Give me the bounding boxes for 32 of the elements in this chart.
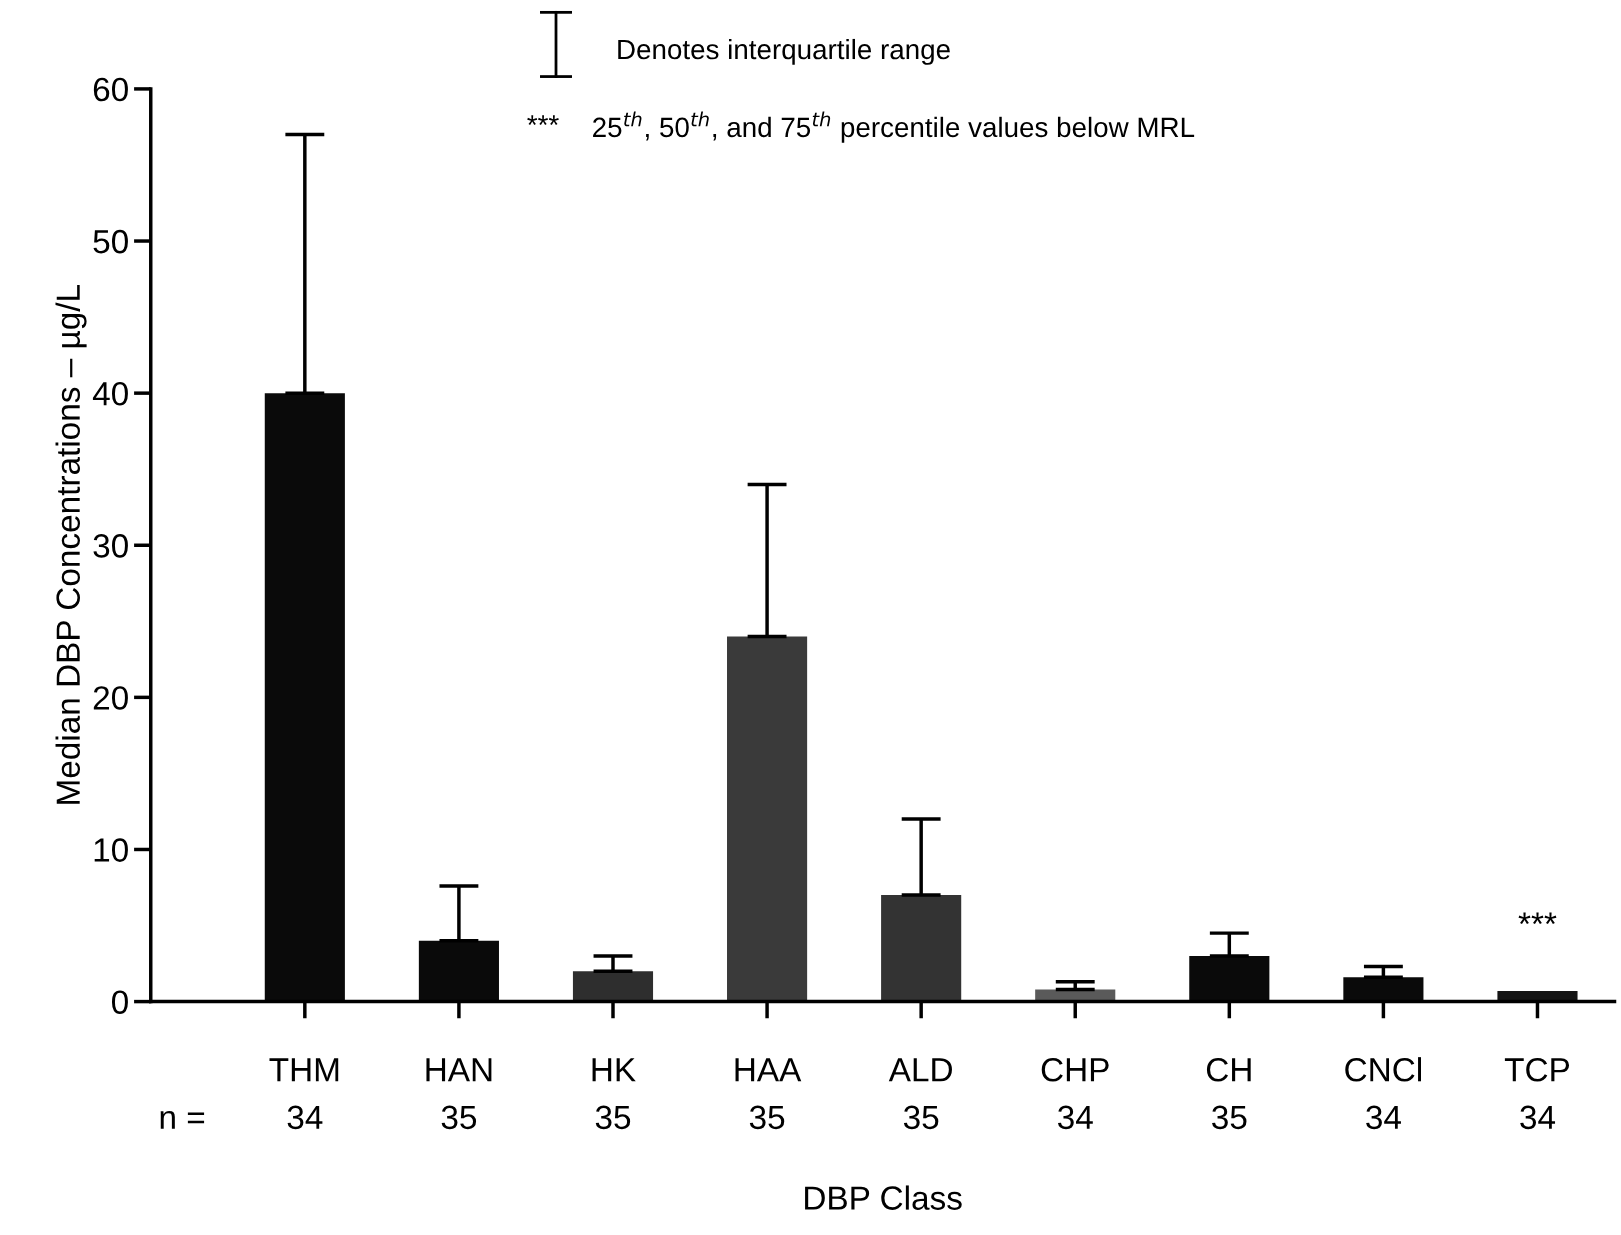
text: n = bbox=[160, 1110, 205, 1129]
y-axis-title: Median DBP Concentrations – µg/L bbox=[55, 285, 87, 804]
annotation: 25$^{th}$, 50$^{th}$, and 75$^{th}$ percentile values below MRL bbox=[593, 111, 1195, 143]
text: 34 bbox=[1057, 1105, 1093, 1130]
text: Denotes interquartile range bbox=[618, 38, 950, 65]
y-tick-label: 10 bbox=[94, 838, 128, 862]
text: 35 bbox=[441, 1105, 477, 1130]
x-tick-label: CHP bbox=[1041, 1058, 1109, 1082]
y-tick-label: 50 bbox=[93, 229, 128, 254]
text: 35 bbox=[595, 1105, 631, 1130]
y-tick-label: 0 bbox=[111, 990, 128, 1014]
x-axis-title: DBP Class bbox=[805, 1185, 962, 1210]
y-tick-label: 20 bbox=[93, 686, 128, 710]
annotation: *** bbox=[1518, 912, 1557, 925]
text: 35 bbox=[1212, 1105, 1247, 1130]
x-tick-label: HK bbox=[592, 1058, 636, 1082]
x-tick-label: HAA bbox=[735, 1058, 802, 1082]
x-tick-label: ALD bbox=[888, 1058, 952, 1082]
x-tick-label: THM bbox=[269, 1058, 339, 1082]
y-tick-label: 40 bbox=[92, 381, 128, 406]
text: 35 bbox=[749, 1105, 785, 1130]
y-tick-label: 30 bbox=[93, 534, 128, 558]
text: 34 bbox=[1520, 1105, 1556, 1130]
y-tick-label: 60 bbox=[93, 77, 128, 102]
text: 34 bbox=[287, 1105, 323, 1130]
x-tick-label: HAN bbox=[426, 1058, 492, 1082]
text: 35 bbox=[903, 1105, 939, 1130]
text: 34 bbox=[1366, 1105, 1401, 1130]
annotation: *** bbox=[527, 115, 559, 126]
x-tick-label: TCP bbox=[1504, 1058, 1570, 1082]
x-tick-label: CH bbox=[1206, 1058, 1251, 1082]
x-tick-label: CNCl bbox=[1345, 1057, 1421, 1082]
